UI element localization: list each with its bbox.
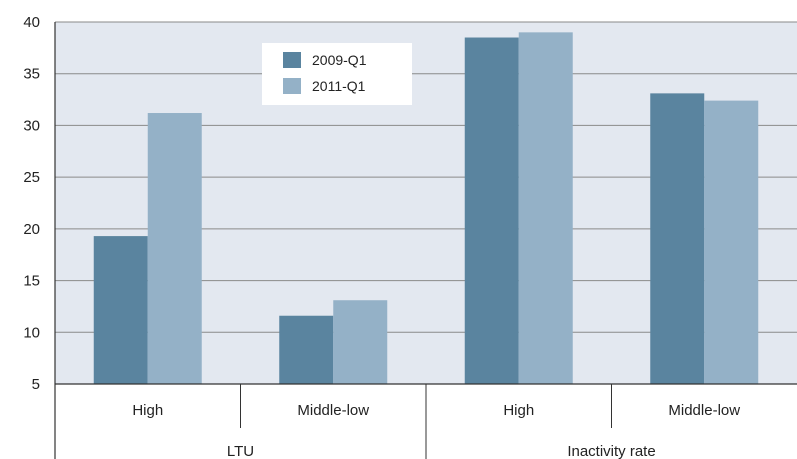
y-tick-label: 20 [23, 221, 40, 238]
bar-2011-Q1-2 [518, 32, 573, 384]
x-category-label: High [503, 402, 534, 419]
bar-2009-Q1-0 [93, 236, 148, 384]
bar-2011-Q1-0 [147, 113, 202, 384]
x-category-label: High [132, 402, 163, 419]
bar-2009-Q1-3 [650, 93, 705, 384]
bar-2009-Q1-2 [464, 37, 519, 385]
x-group-label: LTU [227, 443, 254, 459]
y-tick-label: 5 [32, 376, 40, 393]
legend-swatch [283, 52, 301, 68]
bars [93, 32, 759, 385]
y-tick-label: 35 [23, 66, 40, 83]
x-category-label: Middle-low [668, 402, 740, 419]
bar-2011-Q1-1 [333, 300, 388, 384]
legend-label: 2009-Q1 [312, 52, 367, 68]
y-tick-label: 25 [23, 169, 40, 186]
legend-swatch [283, 78, 301, 94]
y-tick-labels: 5 10 15 20 25 30 35 40 [23, 14, 40, 393]
legend: 2009-Q1 2011-Q1 [262, 43, 412, 105]
x-category-labels: High Middle-low High Middle-low LTU Inactivit… [132, 402, 740, 459]
y-tick-label: 10 [23, 324, 40, 341]
bar-2009-Q1-1 [279, 315, 334, 384]
bar-2011-Q1-3 [704, 100, 759, 384]
y-tick-label: 30 [23, 117, 40, 134]
x-category-label: Middle-low [297, 402, 369, 419]
y-tick-label: 15 [23, 273, 40, 290]
legend-label: 2011-Q1 [312, 78, 366, 94]
y-tick-label: 40 [23, 14, 40, 31]
axes [54, 22, 797, 459]
x-group-label: Inactivity rate [567, 443, 655, 459]
